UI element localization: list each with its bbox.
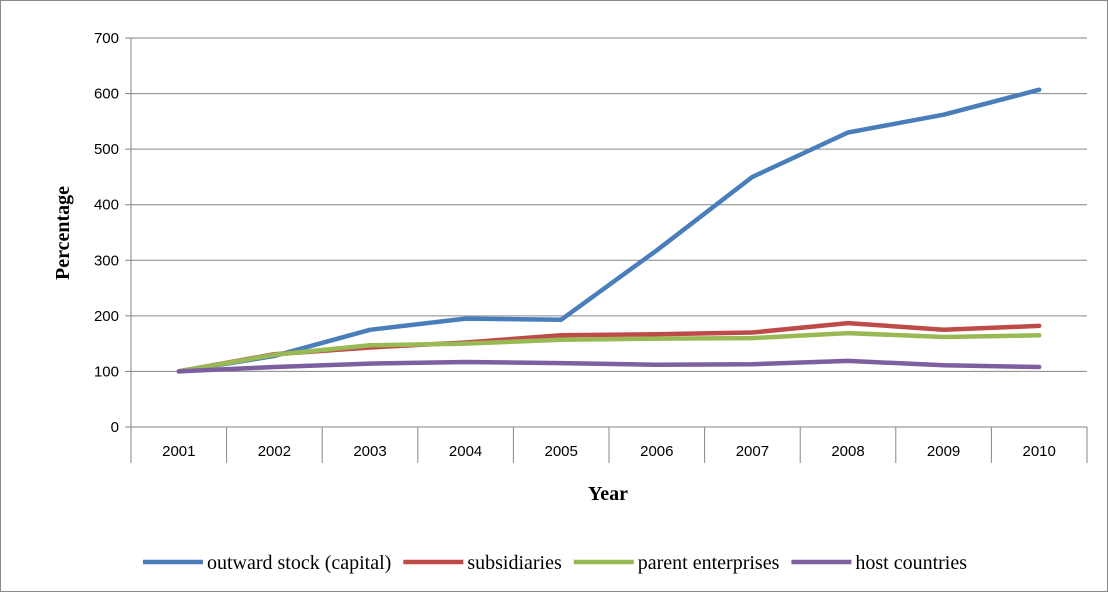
x-tick-label-2005: 2005 [545,443,578,460]
series-line-3 [176,358,1042,374]
legend-label-0: outward stock (capital) [207,552,391,574]
x-tick-label-2004: 2004 [449,443,482,460]
x-axis-label: Year [588,483,628,505]
x-tick-label-2006: 2006 [640,443,673,460]
gridlines [131,37,1087,372]
legend-items: outward stock (capital) subsidiaries paren… [142,552,967,574]
x-tick-label-2010: 2010 [1023,443,1056,460]
y-tick-labels: 0 100 200 300 400 500 600 700 [94,30,119,436]
legend: outward stock (capital) subsidiaries paren… [142,552,967,574]
x-tick-label-2003: 2003 [353,443,386,460]
legend-label-2: parent enterprises [638,552,780,574]
y-tick-label-500: 500 [94,141,119,158]
y-tick-label-400: 400 [94,197,119,214]
legend-label-1: subsidiaries [467,552,562,574]
y-tick-label-0: 0 [111,419,119,436]
y-tick-label-100: 100 [94,363,119,380]
legend-label-3: host countries [855,552,967,574]
series-line-2 [176,330,1042,374]
y-tick-label-600: 600 [94,86,119,103]
x-tick-label-2002: 2002 [258,443,291,460]
x-tick-labels: 2001 2002 2003 2004 2005 2006 2007 2008 2009 2010 [162,443,1056,460]
y-tick-label-700: 700 [94,30,119,47]
y-tick-label-300: 300 [94,252,119,269]
series-lines [176,87,1042,374]
x-tick-label-2008: 2008 [831,443,864,460]
y-axis-label: Percentage [52,186,74,280]
x-tick-label-2007: 2007 [736,443,769,460]
series-line-0 [176,87,1042,374]
x-tick-label-2001: 2001 [162,443,195,460]
y-tick-label-200: 200 [94,308,119,325]
axes [125,37,1088,463]
x-tick-label-2009: 2009 [927,443,960,460]
